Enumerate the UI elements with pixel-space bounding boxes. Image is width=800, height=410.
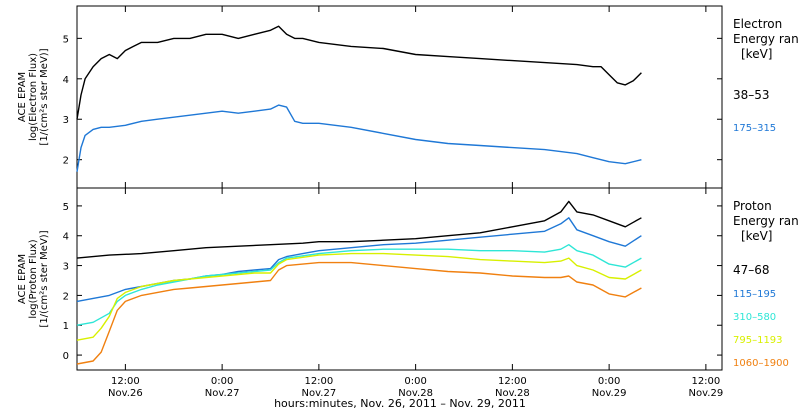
x-tick-label-time: 12:00 [498,376,527,387]
proton-plot-frame [76,187,723,371]
electron-y-tick-label: 4 [63,75,69,86]
x-tick-label-date: Nov.29 [592,388,627,399]
x-tick-label-time: 12:00 [304,376,333,387]
x-tick-label-date: Nov.27 [302,388,337,399]
electron-series-line-0 [76,25,642,120]
electron-y-axis-label: ACE EPAM [17,72,28,122]
x-axis-caption: hours:minutes, Nov. 26, 2011 – Nov. 29, … [274,397,526,410]
x-tick-label-date: Nov.28 [398,388,433,399]
proton-legend-entry: 47–68 [733,263,770,277]
proton-legend-units: [keV] [741,229,772,243]
proton-y-tick-label: 2 [63,291,69,302]
proton-series-line-1 [76,217,642,303]
proton-y-axis-label: log(Proton Flux) [28,239,39,318]
proton-y-tick-label: 3 [63,262,69,273]
electron-y-axis-label: log(Electron Flux) [28,53,39,141]
x-tick-label-date: Nov.26 [108,388,143,399]
electron-legend-entry: 175–315 [733,123,776,134]
electron-legend-units: [keV] [741,47,772,61]
proton-legend-subtitle: Energy ran [733,214,799,228]
electron-y-tick-label: 3 [63,115,69,126]
electron-series-line-1 [76,104,642,172]
proton-legend-entry: 115–195 [733,289,776,300]
proton-y-tick-label: 1 [63,321,69,332]
x-tick-label-time: 0:00 [211,376,233,387]
proton-legend-entry: 310–580 [733,312,776,323]
proton-series-line-2 [76,243,642,326]
x-tick-label-date: Nov.28 [495,388,530,399]
x-tick-label-time: 12:00 [691,376,720,387]
electron-y-tick-label: 2 [63,156,69,167]
proton-y-axis-label: ACE EPAM [17,254,28,304]
proton-legend-title: Proton [733,199,772,213]
electron-y-tick-label: 5 [63,34,69,45]
electron-plot-frame [76,5,723,189]
proton-y-tick-label: 0 [63,351,69,362]
x-tick-label-time: 0:00 [404,376,426,387]
proton-series-line-0 [76,200,642,259]
electron-y-axis-label: [1/(cm²s ster MeV)] [39,48,50,145]
proton-y-tick-label: 4 [63,232,69,243]
proton-series-line-4 [76,261,642,365]
electron-legend-subtitle: Energy ran [733,32,799,46]
electron-legend-entry: 38–53 [733,88,770,102]
x-tick-label-time: 0:00 [598,376,620,387]
proton-legend-entry: 795–1193 [733,335,783,346]
x-tick-label-date: Nov.27 [205,388,240,399]
proton-series-line-3 [76,252,642,341]
proton-y-tick-label: 5 [63,202,69,213]
x-tick-label-time: 12:00 [111,376,140,387]
electron-legend-title: Electron [733,17,782,31]
proton-y-axis-label: [1/(cm²s ster MeV)] [39,230,50,327]
proton-legend-entry: 1060–1900 [733,358,789,369]
x-tick-label-date: Nov.29 [689,388,724,399]
